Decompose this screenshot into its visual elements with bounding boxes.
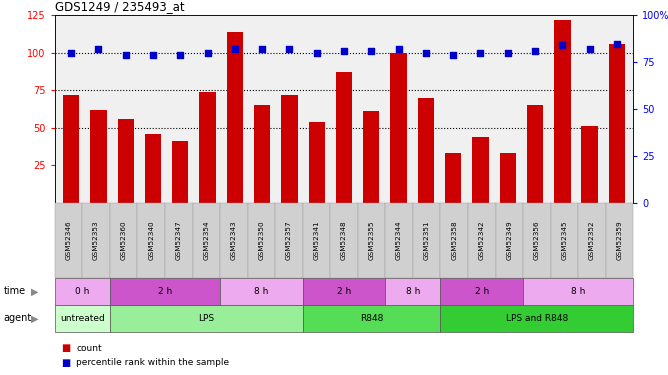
Bar <box>609 44 625 203</box>
Text: untreated: untreated <box>60 314 105 323</box>
Text: GSM52360: GSM52360 <box>121 220 127 260</box>
Text: GSM52355: GSM52355 <box>369 220 375 260</box>
Text: 2 h: 2 h <box>158 287 172 296</box>
Bar <box>445 153 462 203</box>
Text: ■: ■ <box>61 343 71 353</box>
Bar <box>200 92 216 203</box>
Bar <box>581 126 598 203</box>
Point <box>475 50 486 56</box>
Text: ■: ■ <box>61 358 71 368</box>
Point <box>93 46 104 52</box>
Point <box>530 48 540 54</box>
Bar <box>172 141 188 203</box>
Text: 8 h: 8 h <box>405 287 420 296</box>
Bar <box>309 122 325 203</box>
Text: GSM52353: GSM52353 <box>93 220 99 260</box>
Point <box>311 50 322 56</box>
Point <box>257 46 267 52</box>
Point <box>584 46 595 52</box>
Text: GSM52354: GSM52354 <box>203 220 209 260</box>
Text: GSM52346: GSM52346 <box>65 220 71 260</box>
Bar <box>390 53 407 203</box>
Text: GSM52356: GSM52356 <box>534 220 540 260</box>
Point <box>66 50 77 56</box>
Text: LPS: LPS <box>198 314 214 323</box>
Point <box>448 52 458 58</box>
Text: 0 h: 0 h <box>75 287 90 296</box>
Point <box>421 50 432 56</box>
Text: GDS1249 / 235493_at: GDS1249 / 235493_at <box>55 0 184 13</box>
Point <box>148 52 158 58</box>
Text: GSM52341: GSM52341 <box>313 220 319 260</box>
Text: GSM52343: GSM52343 <box>231 220 237 260</box>
Text: GSM52358: GSM52358 <box>451 220 457 260</box>
Text: GSM52345: GSM52345 <box>561 220 567 260</box>
Bar <box>363 111 379 203</box>
Text: GSM52342: GSM52342 <box>479 220 485 260</box>
Text: R848: R848 <box>360 314 383 323</box>
Bar <box>226 32 243 203</box>
Point <box>120 52 131 58</box>
Bar <box>281 95 298 203</box>
Bar <box>500 153 516 203</box>
Point <box>611 40 622 46</box>
Text: GSM52344: GSM52344 <box>396 220 402 260</box>
Text: GSM52340: GSM52340 <box>148 220 154 260</box>
Bar <box>145 134 161 203</box>
Text: 8 h: 8 h <box>255 287 269 296</box>
Bar <box>254 105 271 203</box>
Bar <box>472 137 489 203</box>
Point <box>175 52 186 58</box>
Text: ▶: ▶ <box>31 314 39 323</box>
Point <box>393 46 404 52</box>
Text: LPS and R848: LPS and R848 <box>506 314 568 323</box>
Text: count: count <box>76 344 102 353</box>
Bar <box>90 110 107 203</box>
Text: 2 h: 2 h <box>475 287 489 296</box>
Point <box>557 42 568 48</box>
Text: GSM52357: GSM52357 <box>286 220 292 260</box>
Bar <box>527 105 543 203</box>
Text: 8 h: 8 h <box>571 287 585 296</box>
Text: GSM52352: GSM52352 <box>589 220 595 260</box>
Text: time: time <box>3 286 25 296</box>
Bar <box>418 98 434 203</box>
Text: GSM52347: GSM52347 <box>176 220 182 260</box>
Bar <box>554 20 570 203</box>
Text: ▶: ▶ <box>31 286 39 296</box>
Text: agent: agent <box>3 314 31 323</box>
Text: GSM52350: GSM52350 <box>259 220 265 260</box>
Point <box>502 50 513 56</box>
Text: GSM52351: GSM52351 <box>424 220 430 260</box>
Text: percentile rank within the sample: percentile rank within the sample <box>76 358 229 368</box>
Text: 2 h: 2 h <box>337 287 351 296</box>
Point <box>366 48 377 54</box>
Point <box>284 46 295 52</box>
Bar <box>118 119 134 203</box>
Text: GSM52348: GSM52348 <box>341 220 347 260</box>
Point <box>230 46 240 52</box>
Bar <box>63 95 79 203</box>
Bar <box>336 72 352 203</box>
Point <box>339 48 349 54</box>
Point <box>202 50 213 56</box>
Text: GSM52349: GSM52349 <box>506 220 512 260</box>
Text: GSM52359: GSM52359 <box>617 220 623 260</box>
